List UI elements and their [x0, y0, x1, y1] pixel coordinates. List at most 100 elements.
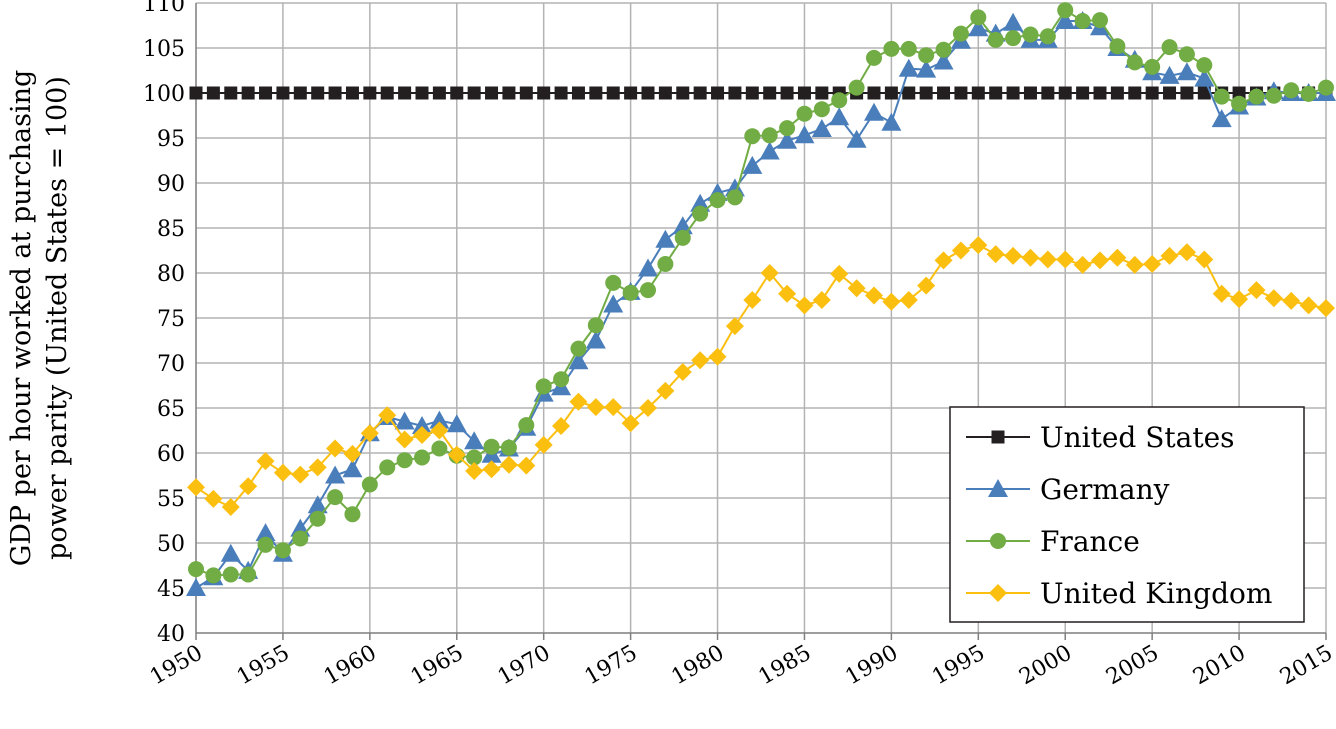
- data-point: [969, 236, 988, 255]
- data-point: [502, 86, 516, 100]
- data-point: [658, 86, 672, 100]
- data-point: [291, 465, 310, 484]
- data-point: [429, 410, 450, 429]
- x-tick-label: 2015: [1276, 641, 1336, 691]
- data-point: [1212, 284, 1231, 303]
- data-point: [866, 49, 882, 66]
- data-point: [1093, 86, 1107, 100]
- data-point: [1110, 86, 1124, 100]
- data-point: [1038, 250, 1057, 269]
- data-point: [326, 439, 345, 458]
- data-point: [414, 449, 430, 466]
- data-point: [1006, 86, 1020, 100]
- data-point: [328, 86, 342, 100]
- data-point: [883, 40, 900, 57]
- data-point: [1247, 281, 1266, 300]
- data-point: [293, 86, 307, 100]
- data-point: [989, 86, 1003, 100]
- data-point: [813, 101, 830, 118]
- data-point: [830, 264, 849, 283]
- data-point: [778, 284, 797, 303]
- data-point: [624, 86, 638, 100]
- y-axis-label: GDP per hour worked at purchasing power …: [6, 70, 73, 567]
- data-point: [777, 130, 798, 149]
- data-point: [205, 567, 222, 584]
- data-point: [292, 530, 309, 547]
- data-point: [1091, 251, 1109, 270]
- data-point: [360, 424, 379, 443]
- data-point: [188, 561, 204, 578]
- data-point: [519, 86, 533, 100]
- data-point: [986, 245, 1005, 264]
- data-point: [589, 86, 603, 100]
- data-point: [1232, 86, 1246, 100]
- data-point: [1125, 255, 1144, 274]
- data-point: [239, 477, 258, 496]
- data-point: [1003, 12, 1024, 31]
- data-point: [831, 92, 848, 109]
- data-point: [259, 86, 273, 100]
- y-tick-label: 70: [157, 352, 185, 377]
- data-point: [311, 86, 325, 100]
- data-point: [1092, 12, 1108, 29]
- data-point: [398, 86, 412, 100]
- x-tick-label: 2010: [1189, 641, 1250, 691]
- data-point: [728, 86, 742, 100]
- data-point: [655, 229, 676, 248]
- data-point: [711, 86, 725, 100]
- data-point: [534, 435, 553, 454]
- data-point: [919, 86, 933, 100]
- data-point: [1159, 65, 1180, 84]
- data-point: [899, 291, 918, 309]
- data-point: [1076, 86, 1090, 100]
- data-point: [1160, 246, 1179, 265]
- data-point: [224, 86, 238, 100]
- x-tick-label: 1965: [407, 641, 468, 691]
- data-point: [569, 392, 588, 411]
- data-point: [274, 542, 291, 559]
- data-point: [639, 399, 657, 417]
- data-point: [657, 256, 674, 272]
- data-point: [482, 460, 501, 479]
- data-point: [189, 86, 203, 100]
- data-point: [222, 566, 239, 583]
- data-point: [725, 317, 744, 336]
- data-point: [1299, 296, 1318, 315]
- data-point: [987, 31, 1004, 48]
- y-tick-label: 100: [143, 82, 185, 107]
- data-point: [1005, 30, 1022, 47]
- data-point: [884, 86, 898, 100]
- data-point: [952, 25, 969, 42]
- data-point: [415, 86, 429, 100]
- data-point: [968, 18, 989, 37]
- data-point: [255, 523, 276, 542]
- legend-label: United States: [1040, 421, 1235, 454]
- data-point: [1057, 2, 1074, 19]
- data-point: [1109, 38, 1126, 55]
- data-point: [621, 414, 640, 433]
- data-point: [1108, 248, 1127, 267]
- data-point: [1180, 86, 1194, 100]
- data-point: [499, 455, 518, 474]
- data-point: [603, 294, 624, 313]
- data-point: [1161, 39, 1178, 56]
- y-tick-label: 110: [143, 0, 185, 17]
- data-point: [466, 449, 483, 466]
- legend-marker: [991, 430, 1005, 444]
- data-point: [1178, 46, 1195, 63]
- data-point: [273, 463, 292, 482]
- data-point: [673, 363, 692, 381]
- data-point: [552, 417, 571, 435]
- data-point: [641, 86, 655, 100]
- data-point: [656, 381, 675, 400]
- y-tick-label: 90: [157, 172, 185, 197]
- data-point: [325, 465, 346, 484]
- data-point: [345, 86, 359, 100]
- y-tick-label: 60: [157, 442, 185, 467]
- series-united-kingdom: [187, 236, 1335, 516]
- data-point: [605, 274, 622, 291]
- y-tick-label: 40: [157, 622, 185, 647]
- legend-item: United Kingdom: [966, 577, 1272, 610]
- legend: United States Germany France United Kingdom: [949, 406, 1305, 623]
- data-point: [327, 489, 344, 506]
